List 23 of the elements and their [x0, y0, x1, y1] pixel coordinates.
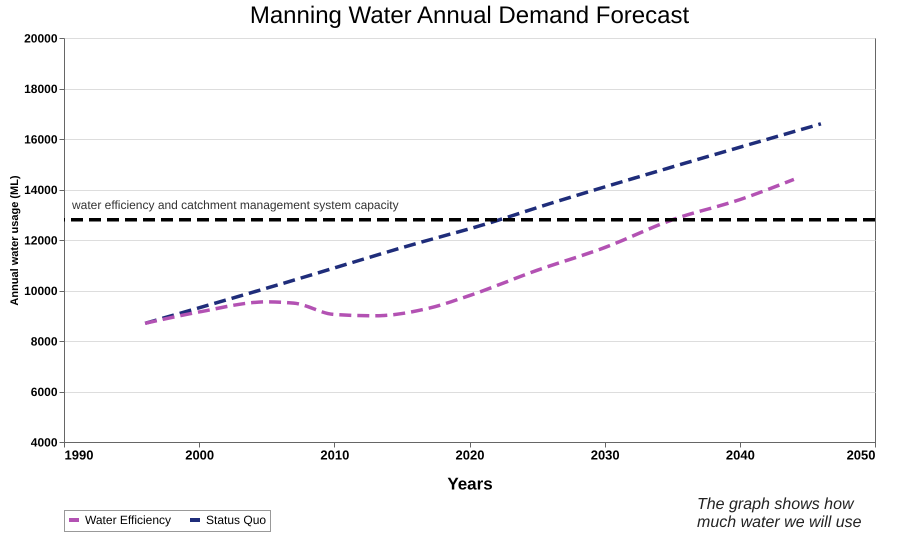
- y-tick-label: 18000: [24, 82, 58, 96]
- x-tick-label: 2010: [320, 448, 350, 462]
- y-tick-label: 16000: [24, 132, 58, 146]
- legend-label: Water Efficiency: [85, 513, 172, 527]
- x-tick-label: 2030: [590, 448, 620, 462]
- x-tick-label: 2040: [726, 448, 755, 462]
- y-tick-label: 8000: [30, 334, 58, 348]
- x-axis-title: Years: [447, 474, 493, 494]
- x-tick-label: 2050: [846, 448, 876, 462]
- legend-label: Status Quo: [206, 513, 266, 527]
- ref-line-label: water efficiency and catchment management system capacity: [71, 198, 399, 212]
- y-tick-label: 20000: [24, 32, 58, 46]
- text: The graph shows how much water we will use: [697, 496, 862, 532]
- chart-title: Manning Water Annual Demand Forecast: [250, 2, 690, 29]
- x-tick-label: 2000: [185, 448, 214, 462]
- x-tick-label: 1990: [64, 448, 94, 462]
- y-tick-label: 14000: [24, 183, 58, 197]
- y-tick-label: 6000: [30, 385, 58, 399]
- y-tick-label: 4000: [30, 436, 58, 450]
- y-tick-label: 10000: [24, 284, 58, 298]
- x-tick-label: 2020: [456, 448, 484, 462]
- y-tick-label: 12000: [24, 234, 58, 248]
- y-axis-title: Annual water usage (ML): [9, 175, 22, 306]
